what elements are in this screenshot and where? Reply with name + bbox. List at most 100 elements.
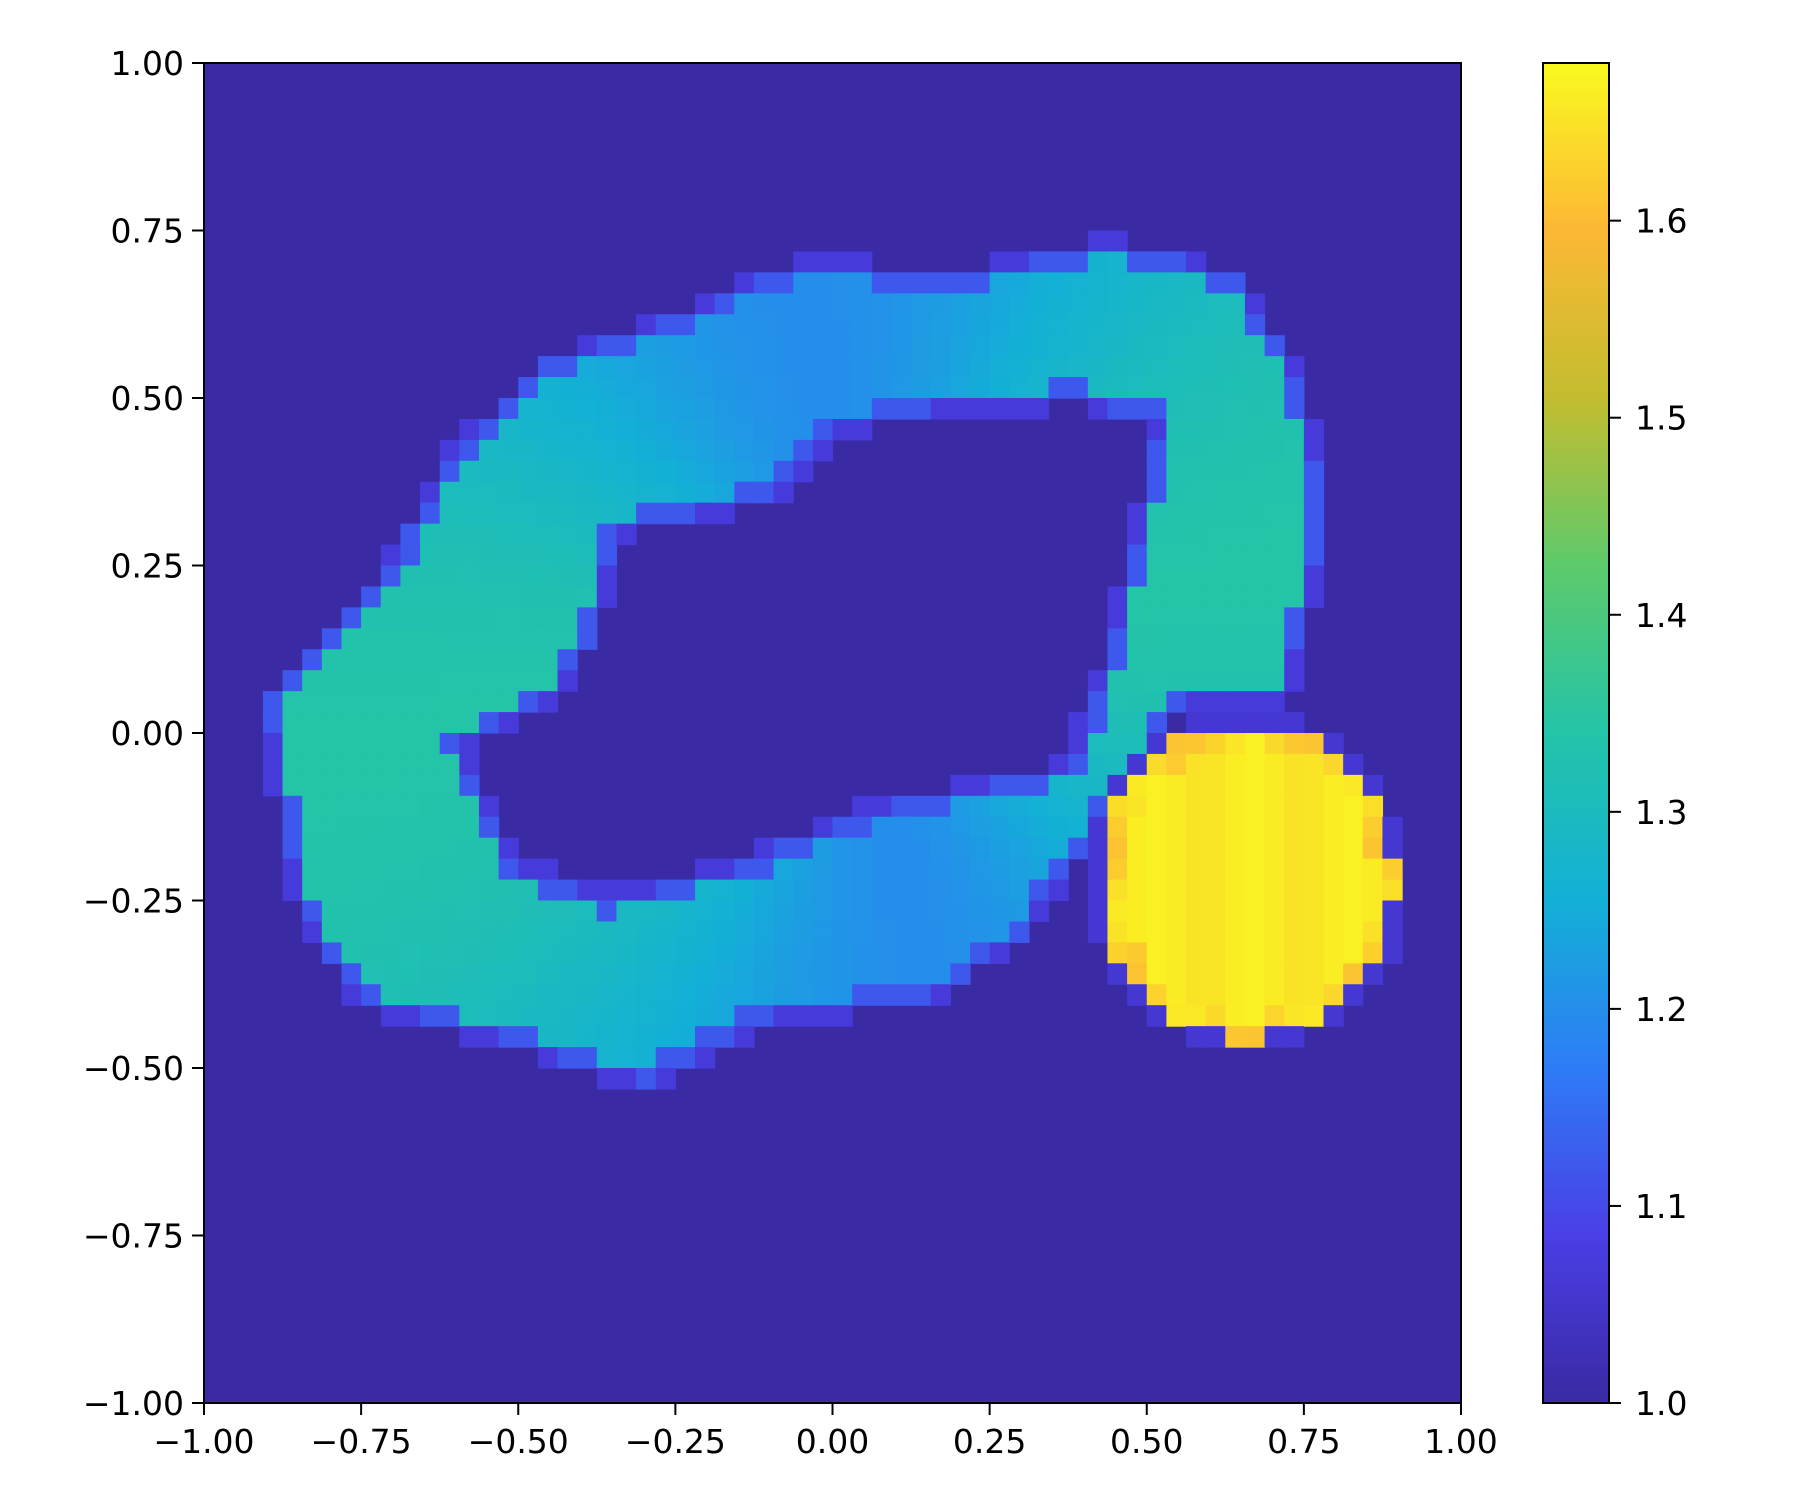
- heatmap-cell: [695, 1047, 716, 1069]
- heatmap-cell: [891, 879, 912, 902]
- heatmap-cell: [675, 942, 696, 964]
- heatmap-cell: [380, 942, 402, 964]
- heatmap-cell: [1382, 816, 1403, 839]
- heatmap-cell: [1284, 607, 1305, 629]
- heatmap-cell: [478, 900, 500, 923]
- heatmap-cell: [459, 628, 480, 650]
- heatmap-cell: [1087, 900, 1109, 923]
- heatmap-cell: [714, 439, 735, 462]
- heatmap-cell: [1244, 900, 1266, 923]
- heatmap-cell: [655, 398, 676, 420]
- heatmap-cell: [1166, 858, 1187, 881]
- heatmap-cell: [616, 984, 637, 1006]
- heatmap-cell: [1244, 649, 1266, 671]
- heatmap-cell: [891, 377, 912, 399]
- heatmap-cell: [1127, 795, 1148, 818]
- heatmap-cell: [577, 523, 598, 546]
- heatmap-cell: [969, 879, 991, 902]
- heatmap-cell: [459, 774, 480, 797]
- heatmap-cell: [478, 1005, 500, 1027]
- heatmap-cell: [1225, 481, 1246, 504]
- heatmap-cell: [1225, 649, 1246, 671]
- heatmap-cell: [675, 418, 696, 441]
- heatmap-cell: [734, 900, 755, 923]
- heatmap-cell: [537, 1047, 559, 1069]
- heatmap-cell: [557, 481, 578, 504]
- heatmap-cell: [302, 670, 323, 692]
- heatmap-cell: [1264, 900, 1285, 923]
- heatmap-cell: [577, 1047, 598, 1069]
- heatmap-cell: [361, 921, 382, 943]
- heatmap-cell: [321, 670, 343, 692]
- heatmap-cell: [636, 984, 657, 1006]
- heatmap-cell: [734, 984, 755, 1006]
- heatmap-cell: [714, 460, 735, 483]
- heatmap-cell: [773, 984, 794, 1006]
- heatmap-cell: [1107, 879, 1128, 902]
- heatmap-cell: [1166, 565, 1187, 588]
- heatmap-cell: [282, 816, 303, 839]
- heatmap-cell: [1146, 418, 1167, 441]
- heatmap-cell: [1205, 691, 1226, 713]
- heatmap-cell: [596, 942, 618, 964]
- heatmap-cell: [1205, 356, 1226, 378]
- heatmap-cell: [1028, 816, 1050, 839]
- heatmap-cell: [1343, 942, 1364, 964]
- heatmap-cell: [1244, 439, 1266, 462]
- heatmap-cell: [793, 460, 814, 483]
- heatmap-cell: [361, 628, 382, 650]
- heatmap-cell: [1166, 649, 1187, 671]
- heatmap-cell: [1323, 816, 1344, 839]
- heatmap-cell: [1264, 733, 1285, 755]
- heatmap-cell: [871, 335, 893, 357]
- heatmap-cell: [930, 272, 951, 294]
- heatmap-cell: [459, 481, 480, 504]
- heatmap-cell: [969, 858, 991, 881]
- heatmap-cell: [695, 963, 716, 985]
- heatmap-cell: [439, 607, 460, 629]
- heatmap-cell: [1244, 356, 1266, 378]
- heatmap-cell: [1127, 858, 1148, 881]
- heatmap-cell: [361, 607, 382, 629]
- y-tick-label: 1.00: [111, 44, 184, 83]
- heatmap-cell: [871, 984, 893, 1006]
- heatmap-cell: [1225, 795, 1246, 818]
- heatmap-cell: [714, 1005, 735, 1027]
- heatmap-cell: [400, 984, 421, 1006]
- colorbar-tick-label: 1.2: [1635, 990, 1687, 1029]
- heatmap-cell: [636, 418, 657, 441]
- heatmap-cell: [1166, 314, 1187, 336]
- heatmap-cell: [1048, 251, 1069, 273]
- heatmap-cell: [1264, 481, 1285, 504]
- heatmap-cell: [969, 356, 991, 378]
- heatmap-cell: [420, 774, 441, 797]
- heatmap-cell: [675, 1026, 696, 1048]
- heatmap-cell: [1127, 544, 1148, 567]
- heatmap-cell: [1343, 858, 1364, 881]
- heatmap-cell: [930, 858, 951, 881]
- heatmap-cell: [793, 251, 814, 273]
- heatmap-cell: [1244, 398, 1266, 420]
- heatmap-cell: [1127, 879, 1148, 902]
- heatmap-cell: [852, 942, 873, 964]
- heatmap-cell: [1264, 544, 1285, 567]
- heatmap-cell: [1028, 272, 1050, 294]
- heatmap-cell: [655, 1026, 676, 1048]
- heatmap-cell: [812, 900, 834, 923]
- heatmap-cell: [1186, 670, 1207, 692]
- heatmap-cell: [1028, 879, 1050, 902]
- heatmap-cell: [1205, 1005, 1226, 1027]
- heatmap-cell: [753, 984, 775, 1006]
- heatmap-cell: [498, 628, 519, 650]
- heatmap-cell: [341, 753, 362, 776]
- heatmap-cell: [361, 670, 382, 692]
- heatmap-cell: [439, 586, 460, 608]
- heatmap-cell: [439, 733, 460, 755]
- heatmap-cell: [1244, 314, 1266, 336]
- heatmap-cell: [1244, 628, 1266, 650]
- heatmap-cell: [950, 879, 971, 902]
- heatmap-cell: [518, 921, 539, 943]
- heatmap-cell: [1166, 398, 1187, 420]
- heatmap-cell: [478, 460, 500, 483]
